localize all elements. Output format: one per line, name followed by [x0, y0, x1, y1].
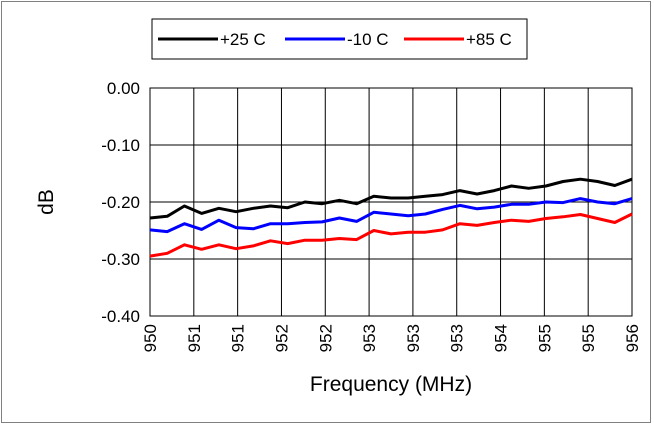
legend-label: -10 C [347, 30, 389, 49]
y-tick-label: -0.10 [101, 136, 140, 155]
y-tick-label: -0.40 [101, 307, 140, 326]
x-tick-label: 955 [535, 324, 554, 352]
x-tick-label: 955 [579, 324, 598, 352]
legend-label: +25 C [220, 30, 266, 49]
series-line-85c [149, 212, 633, 258]
x-axis-title: Frequency (MHz) [310, 373, 472, 396]
y-tick-label: -0.30 [101, 250, 140, 269]
x-tick-label: 954 [492, 324, 511, 352]
legend-label: +85 C [466, 30, 512, 49]
series-line-10c [149, 197, 633, 234]
x-tick-label: 953 [360, 324, 379, 352]
y-tick-labels: 0.00 -0.10 -0.20 -0.30 -0.40 [101, 79, 140, 326]
x-tick-label: 953 [404, 324, 423, 352]
x-tick-labels: 950 951 951 952 952 953 953 953 954 955 955 956 [141, 324, 642, 352]
x-tick-label: 956 [623, 324, 642, 352]
series-line-25c [149, 177, 633, 220]
series-layer [149, 177, 633, 258]
y-tick-label: -0.20 [101, 193, 140, 212]
x-tick-label: 952 [272, 324, 291, 352]
x-tick-label: 951 [229, 324, 248, 352]
legend: +25 C -10 C +85 C [151, 18, 528, 60]
plot-area [149, 87, 633, 317]
x-tick-label: 951 [185, 324, 204, 352]
y-axis-title: dB [35, 189, 58, 215]
x-tick-label: 952 [316, 324, 335, 352]
x-tick-label: 953 [448, 324, 467, 352]
y-tick-label: 0.00 [107, 79, 140, 98]
x-tick-label: 950 [141, 324, 160, 352]
